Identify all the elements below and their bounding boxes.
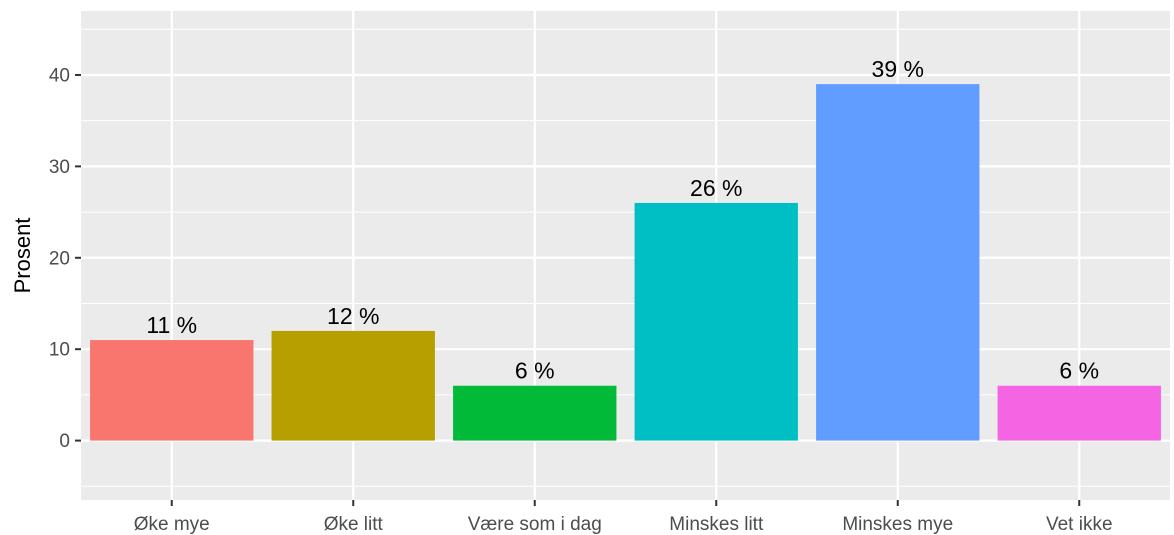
- data-label: 12 %: [327, 303, 379, 329]
- bar: [453, 385, 617, 441]
- bar: [997, 385, 1161, 441]
- bar: [816, 84, 980, 441]
- data-label: 26 %: [690, 175, 742, 201]
- data-labels: 11 % 12 % 6 % 26 % 39 % 6 %: [146, 56, 1099, 384]
- data-label: 6 %: [515, 358, 555, 384]
- x-tick-label: Være som i dag: [468, 514, 602, 535]
- x-tick-label: Øke mye: [134, 514, 210, 535]
- y-tick-label: 0: [59, 431, 70, 452]
- minor-gridlines: [81, 28, 1170, 487]
- data-label: 39 %: [872, 56, 924, 82]
- y-axis-title: Prosent: [10, 218, 35, 294]
- x-tick-label: Øke litt: [324, 514, 384, 535]
- bar: [634, 202, 798, 441]
- y-axis: 0 10 20 30 40: [49, 65, 81, 452]
- y-tick-label: 10: [49, 340, 70, 361]
- x-tick-label: Minskes litt: [669, 514, 764, 535]
- bar: [90, 340, 254, 441]
- y-tick-label: 30: [49, 157, 70, 178]
- x-axis: Øke mye Øke litt Være som i dag Minskes lit…: [134, 500, 1113, 535]
- x-tick-label: Vet ikke: [1046, 514, 1113, 535]
- plot-panel: [81, 11, 1170, 500]
- x-tick-label: Minskes mye: [842, 514, 953, 535]
- data-label: 11 %: [146, 312, 197, 338]
- data-label: 6 %: [1059, 358, 1099, 384]
- y-tick-label: 40: [49, 65, 70, 86]
- bars: [90, 84, 1161, 441]
- bar: [271, 330, 435, 441]
- y-tick-label: 20: [49, 248, 70, 269]
